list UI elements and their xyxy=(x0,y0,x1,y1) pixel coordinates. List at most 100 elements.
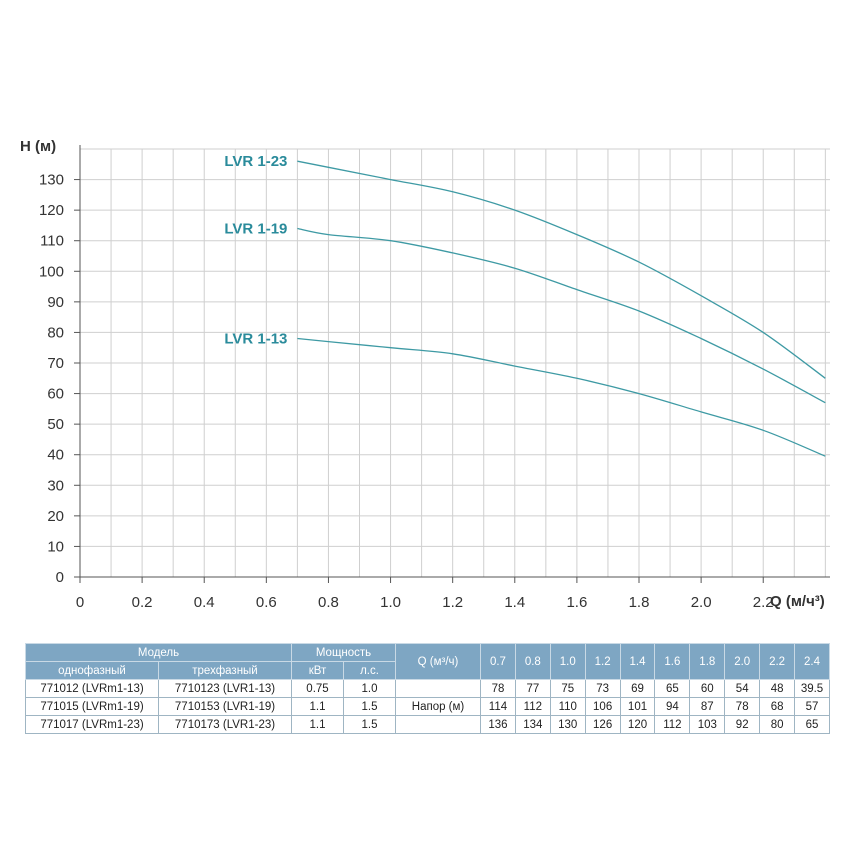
single-phase-model: 771017 (LVRm1-23) xyxy=(25,715,159,734)
x-tick-label: 0.8 xyxy=(318,594,339,611)
q-value-header: 0.8 xyxy=(514,643,551,680)
model-header: Модель xyxy=(25,643,292,662)
series-curves xyxy=(297,160,826,457)
y-tick-label: 20 xyxy=(47,508,64,525)
head-value: 39.5 xyxy=(794,679,830,698)
x-tick-label: 0.2 xyxy=(132,594,153,611)
y-tick-label: 120 xyxy=(39,202,64,219)
q-value-header: 1.4 xyxy=(619,643,656,680)
x-tick-label: 0.4 xyxy=(194,594,215,611)
series-label: LVR 1-23 xyxy=(224,153,287,170)
y-tick-label: 130 xyxy=(39,172,64,189)
table-row: 771017 (LVRm1-23) 7710173 (LVR1-23) 1.1 1.5… xyxy=(25,715,830,734)
head-value: 94 xyxy=(654,697,691,716)
power-header: Мощность xyxy=(290,643,397,662)
y-tick-label: 40 xyxy=(47,447,64,464)
head-label: Напор (м) xyxy=(395,697,482,716)
power-hp: 1.0 xyxy=(342,679,397,698)
q-value-header: 2.0 xyxy=(724,643,761,680)
table-row: 771012 (LVRm1-13) 7710123 (LVR1-13) 0.75 1.… xyxy=(25,679,830,698)
head-value: 126 xyxy=(584,715,621,734)
y-tick-label: 60 xyxy=(47,386,64,403)
y-tick-label: 10 xyxy=(47,538,64,555)
q-value-header: 1.8 xyxy=(689,643,726,680)
head-value: 114 xyxy=(480,697,516,716)
table-header-row-2: однофазный трехфазный кВт л.с. xyxy=(25,661,830,680)
head-value: 75 xyxy=(549,679,586,698)
y-tick-label: 30 xyxy=(47,477,64,494)
head-value: 87 xyxy=(689,697,726,716)
head-label xyxy=(395,715,482,734)
chart-grid xyxy=(79,148,830,578)
head-value: 103 xyxy=(689,715,726,734)
y-axis-title: H (м) xyxy=(20,138,56,155)
y-tick-label: 80 xyxy=(47,324,64,341)
x-tick-label: 1.0 xyxy=(380,594,401,611)
head-label xyxy=(395,679,482,698)
head-value: 80 xyxy=(759,715,796,734)
head-value: 106 xyxy=(584,697,621,716)
head-value: 120 xyxy=(619,715,656,734)
head-value: 48 xyxy=(759,679,796,698)
x-tick-label: 0.6 xyxy=(256,594,277,611)
three-phase-header: трехфазный xyxy=(158,661,292,680)
head-value: 78 xyxy=(480,679,516,698)
hp-header: л.с. xyxy=(342,661,397,680)
series-label: LVR 1-19 xyxy=(224,220,287,237)
head-value: 134 xyxy=(514,715,551,734)
head-value: 69 xyxy=(619,679,656,698)
head-value: 101 xyxy=(619,697,656,716)
head-value: 130 xyxy=(549,715,586,734)
q-value-header: 2.4 xyxy=(794,643,830,680)
head-value: 60 xyxy=(689,679,726,698)
y-tick-label: 90 xyxy=(47,294,64,311)
x-tick-label: 2.2 xyxy=(753,594,774,611)
y-tick-labels: 0 10 20 30 40 50 60 70 80 90 100 110 120 130 xyxy=(39,172,80,586)
head-value: 65 xyxy=(654,679,691,698)
head-value: 73 xyxy=(584,679,621,698)
q-value-header: 1.2 xyxy=(584,643,621,680)
chart-axes xyxy=(79,145,830,578)
y-tick-label: 110 xyxy=(40,233,64,250)
series-labels: LVR 1-23 LVR 1-19 LVR 1-13 xyxy=(224,153,287,347)
x-tick-label: 1.4 xyxy=(504,594,525,611)
head-value: 68 xyxy=(759,697,796,716)
power-kw: 1.1 xyxy=(291,697,344,716)
head-value: 110 xyxy=(549,697,586,716)
head-value: 112 xyxy=(514,697,551,716)
series-line xyxy=(297,160,826,379)
q-value-header: 1.0 xyxy=(549,643,586,680)
x-tick-label: 1.8 xyxy=(629,594,650,611)
single-phase-model: 771012 (LVRm1-13) xyxy=(25,679,159,698)
q-value-header: 2.2 xyxy=(759,643,796,680)
head-value: 78 xyxy=(724,697,761,716)
head-value: 54 xyxy=(724,679,761,698)
x-tick-label: 1.6 xyxy=(566,594,587,611)
three-phase-model: 7710153 (LVR1-19) xyxy=(158,697,292,716)
power-hp: 1.5 xyxy=(342,697,397,716)
power-hp: 1.5 xyxy=(342,715,397,734)
table-row: 771015 (LVRm1-19) 7710153 (LVR1-19) 1.1 1.5… xyxy=(25,697,830,716)
q-header: Q (м³/ч) xyxy=(395,643,482,680)
head-value: 57 xyxy=(794,697,830,716)
kw-header: кВт xyxy=(291,661,344,680)
single-phase-model: 771015 (LVRm1-19) xyxy=(25,697,159,716)
table-header-row-1: Модель Мощность Q (м³/ч) 0.7 0.8 1.0 1.2… xyxy=(25,643,830,680)
head-value: 65 xyxy=(794,715,830,734)
series-label: LVR 1-13 xyxy=(224,331,287,348)
head-value: 92 xyxy=(724,715,761,734)
power-kw: 0.75 xyxy=(291,679,344,698)
x-tick-label: 2.0 xyxy=(691,594,712,611)
three-phase-model: 7710173 (LVR1-23) xyxy=(158,715,292,734)
power-kw: 1.1 xyxy=(291,715,344,734)
x-tick-label: 0 xyxy=(76,594,84,611)
y-tick-label: 100 xyxy=(39,263,64,280)
x-tick-label: 1.2 xyxy=(442,594,463,611)
three-phase-model: 7710123 (LVR1-13) xyxy=(158,679,292,698)
head-value: 77 xyxy=(514,679,551,698)
y-tick-label: 50 xyxy=(47,416,64,433)
series-line xyxy=(297,337,826,457)
y-tick-label: 0 xyxy=(56,569,64,586)
q-value-header: 0.7 xyxy=(480,643,516,680)
